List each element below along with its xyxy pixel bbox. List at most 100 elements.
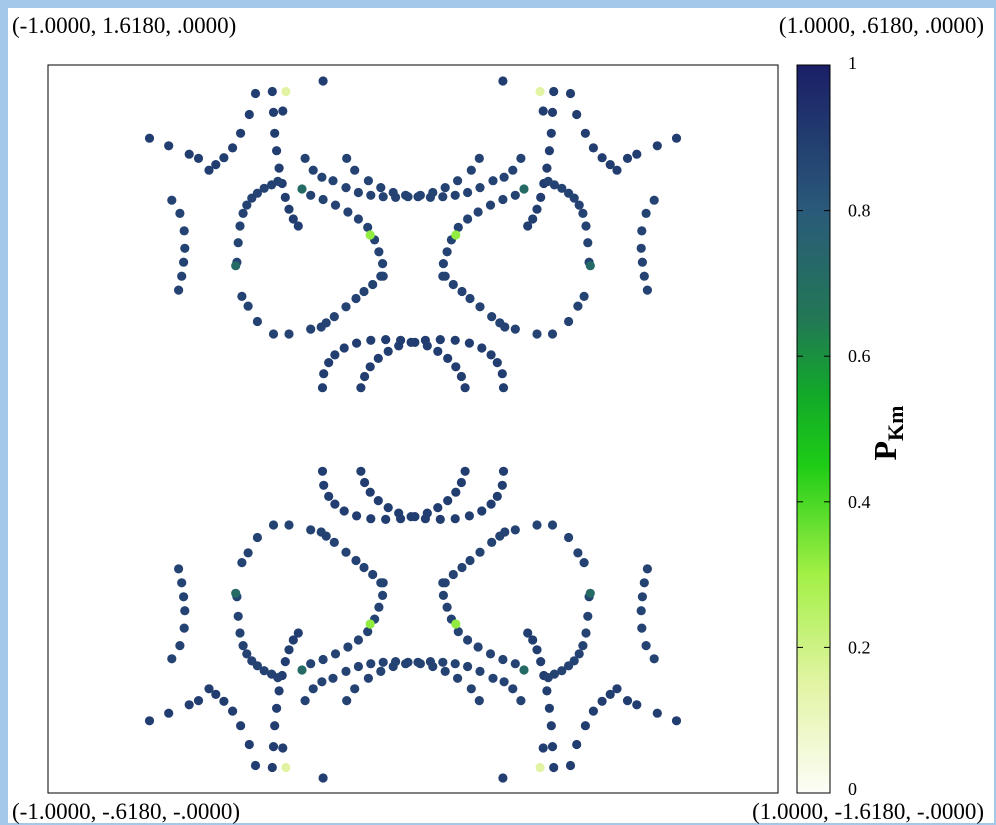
data-point-side-arc [583,611,593,621]
data-point-center-arc [365,487,375,497]
data-point-corner-arc [219,153,229,163]
data-point-corner-arc [544,146,555,156]
data-point-top-arc [453,176,463,186]
data-point-wing-lower [237,558,247,568]
data-point-wing-arc [353,635,363,645]
data-point-side-arc [639,271,649,281]
data-point-center-arc [451,362,461,372]
data-point-top-arc [308,684,318,694]
data-point-center-arc [324,358,334,368]
data-point-corner-arc [280,657,290,667]
data-point-side-arc [242,200,252,210]
data-point-wing-lower [465,555,475,566]
data-point-wing-arc [510,659,520,669]
data-point-top-arc [440,183,450,193]
data-point-side-arc [175,641,185,651]
data-point-corner-arc [580,721,591,731]
data-point-top-dots [538,106,548,116]
data-point-side-arc [273,176,283,186]
data-point-wing-arc [363,627,373,637]
data-point-corner-arc [546,128,556,138]
data-point-wing-lower [359,286,369,297]
data-point-side-arc [167,195,177,205]
data-point-side-arc-teal [585,588,595,598]
data-point-top-arc [350,684,360,694]
data-point-top-dots [498,76,508,86]
data-point-wing-arc [442,602,452,612]
data-point-center-arc [356,466,366,476]
data-point-corner-tail [144,133,155,143]
data-point-wing-lower [532,329,542,339]
data-point-center-arc [492,358,502,368]
data-point-corner-arc [528,635,538,645]
data-point-wing-lower [510,324,520,334]
data-point-top-arc [376,183,386,193]
data-point-corner-tail [622,153,633,163]
data-point-top-arc [317,677,327,687]
data-point-wing-lower [495,318,505,328]
data-point-corner-tail [184,149,194,159]
data-point-top-arc [463,661,473,672]
data-point-wing-arc [498,654,508,665]
data-point-corner-arc [272,146,282,156]
data-point-top-arc [516,696,526,706]
data-point-center-arc [373,353,383,363]
band-structure-figure: (-1.0000, 1.6180, .0000) (1.0000, .6180,… [8,8,994,823]
data-point-side-arc [180,606,190,616]
data-point-side-arc [636,243,646,253]
data-point-center-arc [383,503,393,513]
data-point-center-arc [317,466,328,476]
bottom-right-coordinate: (1.0000, -1.6180, -.0000) [752,799,984,824]
colorbar-tick-label: 0.8 [848,201,871,221]
data-point-wing-lower [440,578,450,588]
data-point-corner-tail [671,133,682,143]
data-point-center-arc [492,491,502,501]
data-point-center-arc [406,337,416,347]
data-point-corner-tail [193,696,204,706]
data-point-pale-point [281,86,291,97]
data-point-top-arc [516,153,526,163]
data-point-wing-lower [268,329,279,339]
data-point-wing-arc [473,642,483,652]
data-point-top-arc [317,172,327,182]
data-point-top-dots [278,106,288,116]
data-point-wing-arc [473,207,483,217]
data-point-top-arc [350,165,360,175]
data-point-center-arc [352,338,362,348]
data-point-top-arc [342,696,352,706]
data-point-center-arc [443,353,453,363]
data-point-wing-lower [487,537,497,548]
data-point-side-arc [639,578,649,588]
data-point-wing-green [365,619,375,629]
data-point-corner-arc [532,204,542,214]
data-point-wing-lower [564,532,574,543]
data-point-corner-arc [572,109,582,120]
data-point-wing-lower [547,329,558,339]
data-point-top-arc [366,190,376,200]
data-point-center-arc [356,383,366,393]
data-point-wing-lower [351,293,361,304]
data-point-wing-lower [564,316,574,327]
data-point-wing-lower [306,525,316,535]
data-point-wing-arc [463,214,473,224]
colorbar-ticks: 0 0.2 0.4 0.6 0.8 1 [797,53,871,799]
data-point-top-dots [498,773,508,783]
data-point-side-arc [574,649,584,659]
data-point-corner-arc [236,128,246,138]
data-point-corner-arc [268,107,279,117]
colorbar-tick-label: 0.4 [848,492,871,512]
data-point-center-arc [464,511,474,521]
data-point-side-arc-teal [519,665,529,675]
data-point-wing-lower [457,286,467,297]
data-point-wing-lower [243,548,253,558]
data-point-corner-arc [228,143,238,153]
data-point-side-arc-teal [297,184,307,194]
data-point-wing-arc [363,222,373,232]
data-point-center-arc [330,499,340,509]
data-point-side-arc [252,661,262,671]
data-point-corner-arc [565,760,576,771]
data-point-top-arc [488,673,498,683]
data-point-wing-arc [318,654,328,665]
data-point-corner-arc [274,163,284,173]
data-point-wing-lower [368,569,378,580]
